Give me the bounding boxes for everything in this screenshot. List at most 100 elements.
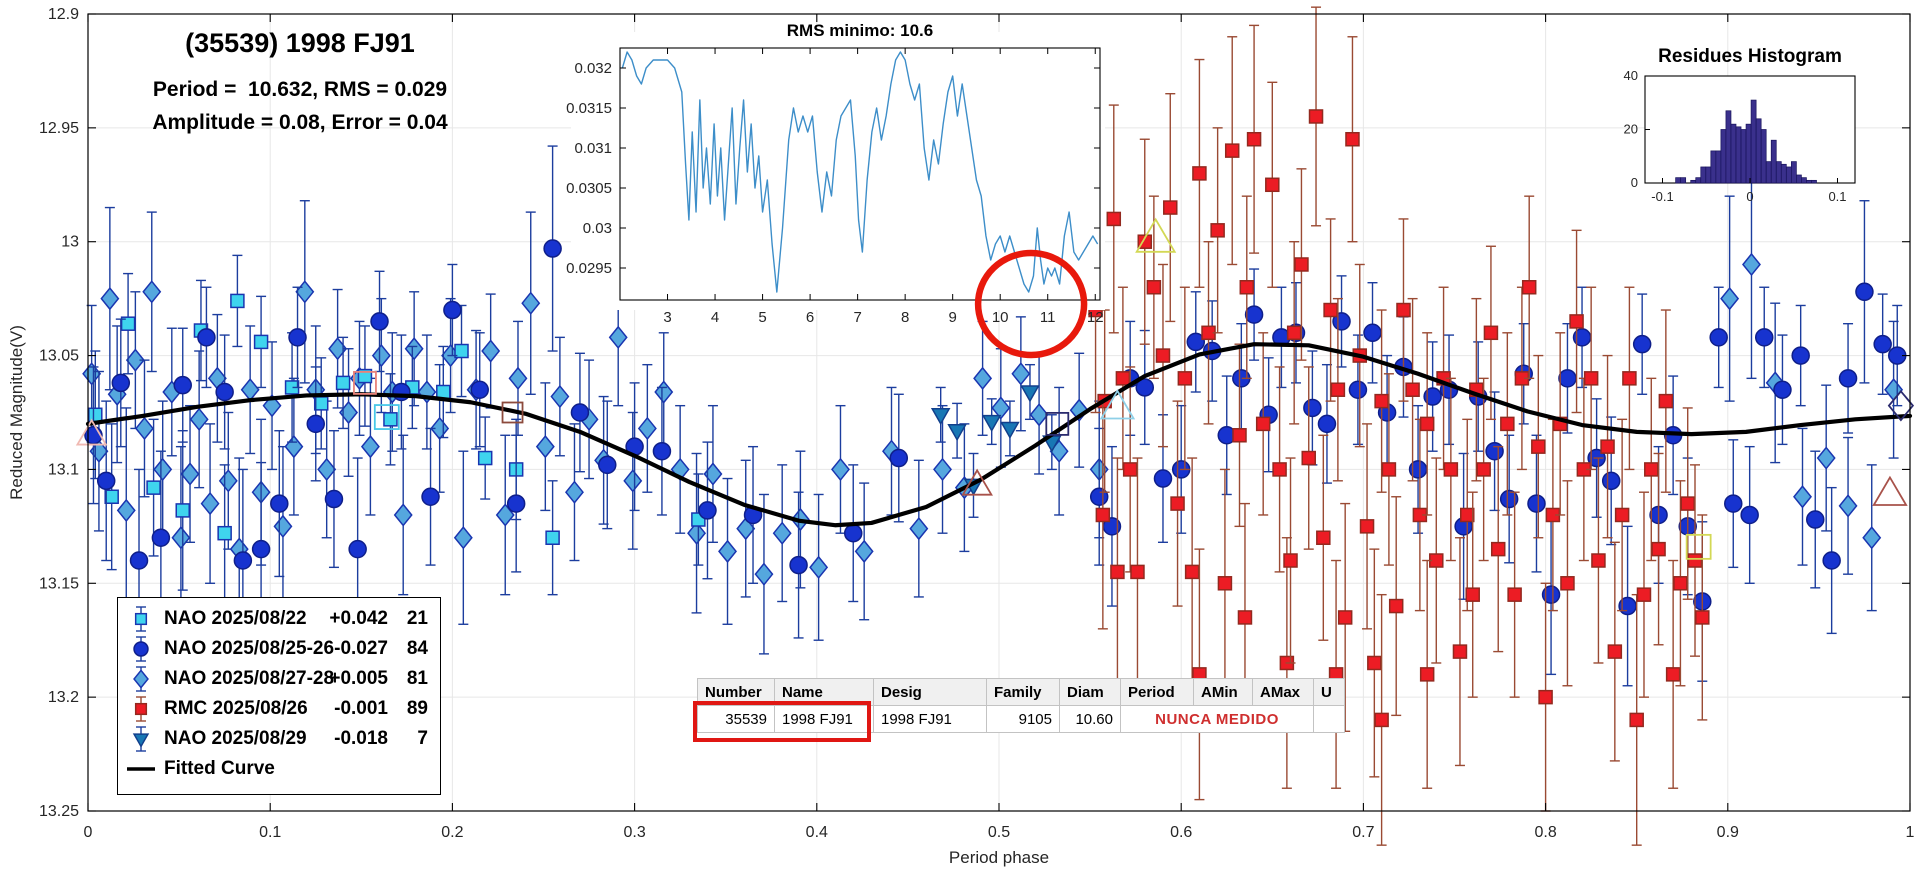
svg-text:10: 10	[992, 309, 1009, 326]
svg-text:12.9: 12.9	[48, 6, 79, 23]
legend-offset: +0.005	[329, 668, 388, 689]
legend: NAO 2025/08/22 +0.042 21 NAO 2025/08/25-…	[117, 597, 441, 795]
svg-text:5: 5	[758, 309, 766, 326]
col-number: Number	[697, 678, 775, 706]
svg-text:0.0315: 0.0315	[566, 100, 612, 117]
svg-text:11: 11	[1040, 309, 1056, 326]
svg-text:1: 1	[1906, 824, 1915, 841]
col-family: Family	[986, 678, 1060, 706]
svg-text:0.0295: 0.0295	[566, 260, 612, 277]
svg-text:0.1: 0.1	[259, 824, 281, 841]
legend-label: Fitted Curve	[164, 758, 275, 779]
table-row: 35539 1998 FJ91 1998 FJ91 9105 10.60 NUN…	[697, 705, 1345, 733]
legend-offset: -0.018	[334, 728, 388, 749]
svg-text:0.6: 0.6	[1170, 824, 1192, 841]
cell-name: 1998 FJ91	[774, 705, 874, 733]
rms-period-inset-chart: 3 4 5 6 7 8 9 10 11 12 0.0295 0.03 0.0305 0.031 0.0315…	[566, 21, 1105, 359]
legend-row: NAO 2025/08/22 +0.042 21	[118, 604, 440, 634]
svg-text:13.25: 13.25	[39, 803, 79, 820]
legend-count: 89	[406, 698, 428, 719]
col-period: Period	[1120, 678, 1194, 706]
blue-circle-marker-icon	[118, 634, 164, 664]
legend-count: 81	[406, 668, 428, 689]
chart-title-block: (35539) 1998 FJ91 Period = 10.632, RMS =…	[110, 28, 490, 139]
col-name: Name	[774, 678, 874, 706]
red-square-marker-icon	[118, 694, 164, 724]
svg-text:RMS minimo: 10.6: RMS minimo: 10.6	[787, 21, 933, 40]
legend-label: NAO 2025/08/22	[164, 608, 307, 629]
svg-text:13.1: 13.1	[48, 461, 79, 478]
legend-count: 21	[406, 608, 428, 629]
svg-text:13.15: 13.15	[39, 575, 79, 592]
svg-text:12: 12	[1087, 309, 1104, 326]
asteroid-info-table-wrap: Number Name Desig Family Diam Period AMi…	[693, 678, 1345, 742]
svg-text:Reduced Magnitude(V): Reduced Magnitude(V)	[7, 325, 26, 500]
object-title: (35539) 1998 FJ91	[185, 28, 415, 58]
svg-text:0: 0	[1631, 175, 1638, 190]
svg-text:8: 8	[901, 309, 909, 326]
period-rms-line: Period = 10.632, RMS = 0.029	[152, 78, 448, 101]
residues-histogram-chart: -0.1 0 0.1 0 20 40 Residues Histogram	[1624, 46, 1856, 204]
legend-count: 7	[417, 728, 428, 749]
svg-text:13.05: 13.05	[39, 348, 79, 365]
svg-text:6: 6	[806, 309, 814, 326]
col-amin: AMin	[1193, 678, 1253, 706]
svg-text:0.03: 0.03	[583, 220, 612, 237]
svg-text:3: 3	[663, 309, 671, 326]
legend-offset: -0.027	[334, 638, 388, 659]
amplitude-error-line: Amplitude = 0.08, Error = 0.04	[152, 111, 448, 134]
legend-label: NAO 2025/08/25-26	[164, 638, 335, 659]
legend-offset: +0.042	[329, 608, 388, 629]
skyblue-diamond-marker-icon	[118, 664, 164, 694]
svg-text:13.2: 13.2	[48, 689, 79, 706]
legend-row: RMC 2025/08/26 -0.001 89	[118, 694, 440, 724]
svg-text:Period phase: Period phase	[949, 848, 1049, 867]
legend-label: NAO 2025/08/29	[164, 728, 307, 749]
legend-label: NAO 2025/08/27-28	[164, 668, 335, 689]
cell-u	[1313, 705, 1345, 733]
cell-family: 9105	[986, 705, 1060, 733]
svg-text:0.3: 0.3	[623, 824, 645, 841]
cell-status-nunca-medido: NUNCA MEDIDO	[1120, 705, 1314, 733]
col-desig: Desig	[873, 678, 987, 706]
legend-row: NAO 2025/08/29 -0.018 7	[118, 724, 440, 754]
svg-text:0.031: 0.031	[574, 140, 612, 157]
legend-row: NAO 2025/08/27-28 +0.005 81	[118, 664, 440, 694]
col-u: U	[1313, 678, 1345, 706]
cyan-square-marker-icon	[118, 604, 164, 634]
svg-text:0.9: 0.9	[1717, 824, 1739, 841]
svg-text:0.4: 0.4	[806, 824, 828, 841]
cell-number: 35539	[697, 705, 775, 733]
triangle-down-marker-icon	[118, 724, 164, 754]
svg-text:12.95: 12.95	[39, 120, 79, 137]
svg-text:-0.1: -0.1	[1651, 189, 1673, 204]
svg-text:Residues Histogram: Residues Histogram	[1658, 46, 1842, 67]
asteroid-info-table: Number Name Desig Family Diam Period AMi…	[697, 678, 1345, 733]
svg-text:0.5: 0.5	[988, 824, 1010, 841]
svg-text:20: 20	[1624, 122, 1638, 137]
legend-count: 84	[406, 638, 428, 659]
svg-text:4: 4	[711, 309, 719, 326]
svg-text:0.8: 0.8	[1534, 824, 1556, 841]
svg-text:0.1: 0.1	[1828, 189, 1846, 204]
legend-row-fitted-curve: Fitted Curve	[118, 754, 440, 784]
legend-offset: -0.001	[334, 698, 388, 719]
svg-text:0.7: 0.7	[1352, 824, 1374, 841]
legend-label: RMC 2025/08/26	[164, 698, 308, 719]
cell-desig: 1998 FJ91	[873, 705, 987, 733]
svg-text:40: 40	[1624, 68, 1638, 83]
svg-text:0.0305: 0.0305	[566, 180, 612, 197]
legend-row: NAO 2025/08/25-26 -0.027 84	[118, 634, 440, 664]
svg-text:9: 9	[949, 309, 957, 326]
col-amax: AMax	[1252, 678, 1314, 706]
svg-text:0.2: 0.2	[441, 824, 463, 841]
fitted-curve-line-icon	[118, 754, 164, 784]
svg-text:0: 0	[1746, 189, 1753, 204]
svg-text:7: 7	[853, 309, 861, 326]
col-diam: Diam	[1059, 678, 1121, 706]
svg-text:0.032: 0.032	[574, 60, 612, 77]
cell-diam: 10.60	[1059, 705, 1121, 733]
svg-text:0: 0	[84, 824, 93, 841]
table-header-row: Number Name Desig Family Diam Period AMi…	[697, 678, 1345, 706]
